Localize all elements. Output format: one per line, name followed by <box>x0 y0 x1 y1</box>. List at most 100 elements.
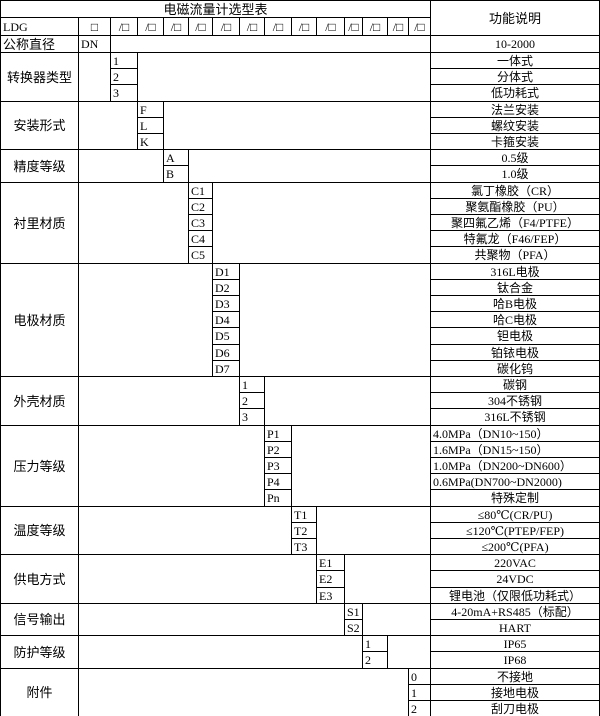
option-code: T1 <box>292 507 317 523</box>
option-desc: 钽电极 <box>431 328 600 345</box>
model-box: □ <box>79 18 111 36</box>
option-code: C2 <box>189 199 213 215</box>
option-desc: ≤120℃(PTEP/FEP) <box>431 523 600 539</box>
option-desc: 刮刀电极 <box>431 701 600 716</box>
option-code: 1 <box>240 377 265 393</box>
option-code: S1 <box>345 604 363 620</box>
option-desc: 卡箍安装 <box>431 134 600 150</box>
option-code: 1 <box>363 636 388 652</box>
option-code: T3 <box>292 539 317 555</box>
option-code: P1 <box>265 426 292 442</box>
section-label: 衬里材质 <box>1 183 79 264</box>
option-desc: 法兰安装 <box>431 102 600 118</box>
option-desc: 接地电极 <box>431 685 600 701</box>
option-code: P2 <box>265 442 292 458</box>
option-desc: 氯丁橡胶（CR） <box>431 183 600 199</box>
option-code: P3 <box>265 458 292 474</box>
option-desc: 锂电池（仅限低功耗式） <box>431 588 600 604</box>
option-code: 3 <box>111 85 138 102</box>
model-box: /□ <box>111 18 138 36</box>
option-code: T2 <box>292 523 317 539</box>
diameter-desc: 10-2000 <box>431 36 600 53</box>
option-code: 2 <box>409 701 431 716</box>
option-desc: 低功耗式 <box>431 85 600 102</box>
model-box: /□ <box>317 18 345 36</box>
option-code: Pn <box>265 490 292 507</box>
option-code: C4 <box>189 231 213 247</box>
blank-cell <box>164 102 431 150</box>
blank-cell <box>79 507 292 555</box>
option-desc: 220VAC <box>431 555 600 571</box>
blank-cell <box>79 604 345 636</box>
option-desc: 1.0MPa（DN200~DN600） <box>431 458 600 474</box>
option-desc: 316L不锈钢 <box>431 409 600 426</box>
option-code: C5 <box>189 247 213 264</box>
option-desc: IP65 <box>431 636 600 652</box>
section-label: 电极材质 <box>1 264 79 377</box>
blank-cell <box>79 426 265 507</box>
blank-cell <box>111 36 431 53</box>
option-code: D6 <box>213 345 240 361</box>
option-desc: 分体式 <box>431 69 600 85</box>
option-code: 2 <box>363 652 388 669</box>
blank-cell <box>79 636 363 669</box>
option-desc: 哈B电极 <box>431 296 600 312</box>
function-header: 功能说明 <box>431 1 600 36</box>
option-desc: 一体式 <box>431 53 600 69</box>
option-code: D4 <box>213 312 240 328</box>
model-box: /□ <box>189 18 213 36</box>
option-code: D3 <box>213 296 240 312</box>
option-desc: 特殊定制 <box>431 490 600 507</box>
model-box: /□ <box>345 18 363 36</box>
option-desc: 特氟龙（F46/FEP） <box>431 231 600 247</box>
option-desc: 碳钢 <box>431 377 600 393</box>
option-desc: 0.5级 <box>431 150 600 166</box>
option-desc: 聚四氟乙烯（F4/PTFE） <box>431 215 600 231</box>
option-code: C3 <box>189 215 213 231</box>
option-code: K <box>138 134 164 150</box>
table-title: 电磁流量计选型表 <box>1 1 431 18</box>
model-prefix: LDG <box>1 18 79 36</box>
option-desc: 0.6MPa(DN700~DN2000) <box>431 474 600 490</box>
option-code: F <box>138 102 164 118</box>
model-box: /□ <box>240 18 265 36</box>
option-desc: 共聚物（PFA） <box>431 247 600 264</box>
option-desc: ≤80℃(CR/PU) <box>431 507 600 523</box>
model-box: /□ <box>164 18 189 36</box>
section-label: 温度等级 <box>1 507 79 555</box>
option-desc: 1.0级 <box>431 166 600 183</box>
option-code: 3 <box>240 409 265 426</box>
option-desc: 316L电极 <box>431 264 600 280</box>
blank-cell <box>189 150 431 183</box>
option-desc: ≤200℃(PFA) <box>431 539 600 555</box>
blank-cell <box>213 183 431 264</box>
diameter-label: 公称直径 <box>1 36 79 53</box>
blank-cell <box>317 507 431 555</box>
blank-cell <box>79 53 111 102</box>
blank-cell <box>138 53 431 102</box>
blank-cell <box>240 264 431 377</box>
option-desc: 不接地 <box>431 669 600 685</box>
option-desc: 24VDC <box>431 571 600 588</box>
model-box: /□ <box>292 18 317 36</box>
blank-cell <box>79 555 317 604</box>
blank-cell <box>79 102 138 150</box>
option-code: 1 <box>111 53 138 69</box>
option-desc: 螺纹安装 <box>431 118 600 134</box>
option-desc: 304不锈钢 <box>431 393 600 409</box>
model-box: /□ <box>138 18 164 36</box>
blank-cell <box>265 377 431 426</box>
section-label: 供电方式 <box>1 555 79 604</box>
option-desc: 碳化钨 <box>431 361 600 377</box>
section-label: 外壳材质 <box>1 377 79 426</box>
blank-cell <box>292 426 431 507</box>
option-desc: 钛合金 <box>431 280 600 296</box>
option-desc: 1.6MPa（DN15~150） <box>431 442 600 458</box>
option-code: S2 <box>345 620 363 636</box>
option-desc: 4-20mA+RS485（标配） <box>431 604 600 620</box>
section-label: 附件 <box>1 669 79 716</box>
model-box: /□ <box>265 18 292 36</box>
option-code: L <box>138 118 164 134</box>
blank-cell <box>345 555 431 604</box>
